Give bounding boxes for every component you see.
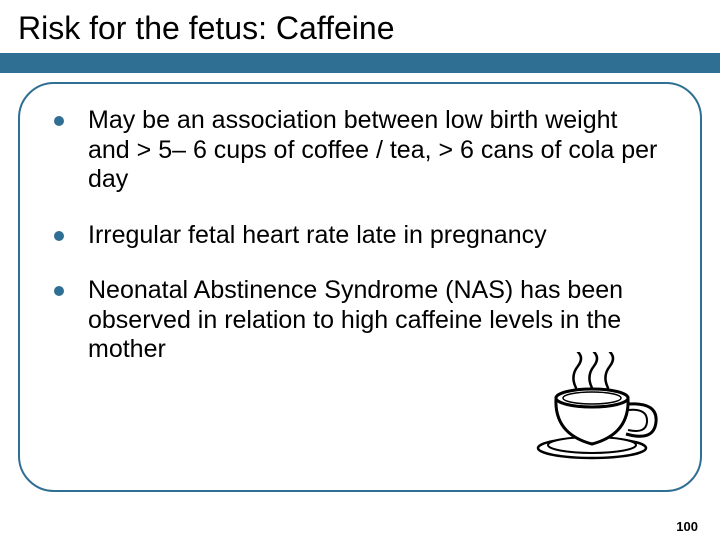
- coffee-cup-icon: [530, 352, 670, 462]
- bullet-text: Neonatal Abstinence Syndrome (NAS) has b…: [88, 276, 623, 363]
- bullet-item: Irregular fetal heart rate late in pregn…: [54, 221, 666, 251]
- content-frame: May be an association between low birth …: [18, 82, 702, 492]
- bullet-dot-icon: [54, 116, 64, 126]
- page-number: 100: [676, 519, 698, 534]
- slide-title: Risk for the fetus: Caffeine: [18, 10, 702, 47]
- bullet-dot-icon: [54, 286, 64, 296]
- title-area: Risk for the fetus: Caffeine: [0, 0, 720, 53]
- bullet-text: May be an association between low birth …: [88, 106, 657, 193]
- bullet-dot-icon: [54, 231, 64, 241]
- bullet-item: May be an association between low birth …: [54, 106, 666, 195]
- bullet-text: Irregular fetal heart rate late in pregn…: [88, 221, 547, 249]
- bullet-list: May be an association between low birth …: [20, 84, 700, 365]
- title-accent-bar: [0, 53, 720, 73]
